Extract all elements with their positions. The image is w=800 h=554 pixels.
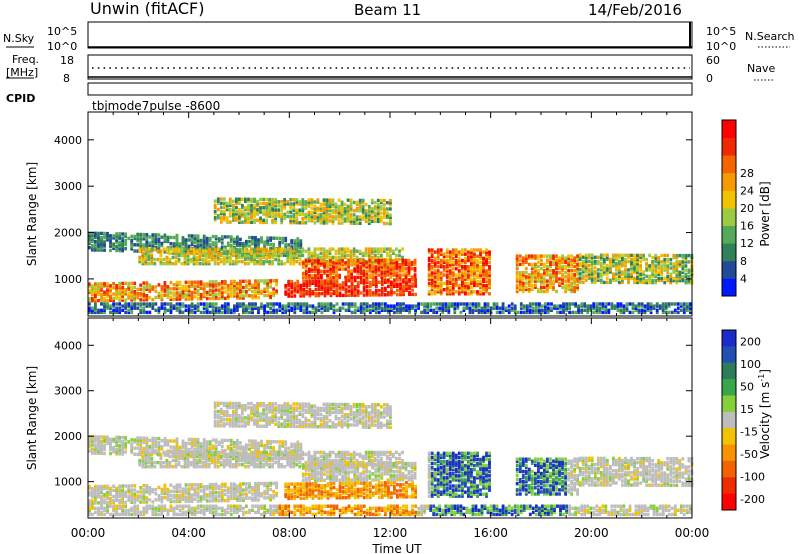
- x-axis-label: Time UT: [371, 542, 422, 554]
- colorbar-swatch: [722, 243, 736, 262]
- velocity-panel: 1000 2000 3000 4000: [54, 317, 694, 519]
- velocity-ylabel: Slant Range [km]: [25, 366, 39, 470]
- x-tick-label: 20:00: [574, 526, 609, 540]
- colorbar-swatch: [722, 155, 736, 174]
- colorbar-tick-label: -200: [740, 493, 765, 506]
- colorbar-tick-label: 12: [740, 237, 754, 250]
- y-tick-label: 3000: [54, 180, 82, 193]
- colorbar-tick-label: 20: [740, 202, 754, 215]
- colorbar-tick-label: 200: [740, 335, 761, 348]
- colorbar-swatch: [722, 346, 736, 364]
- nsearch-tick-top: 10^5: [706, 25, 736, 38]
- colorbar-tick-label: 15: [740, 403, 754, 416]
- y-tick-label: 2000: [54, 227, 82, 240]
- colorbar-swatch: [722, 395, 736, 413]
- nsearch-label: N.Search: [745, 30, 795, 43]
- x-tick-label: 04:00: [171, 526, 206, 540]
- velocity-label-sup: -1: [757, 374, 766, 382]
- colorbar-swatch: [722, 172, 736, 191]
- y-tick-label: 1000: [54, 273, 82, 286]
- colorbar-swatch: [722, 460, 736, 478]
- power-colorbar: 4 8 12 16 20 24 28: [721, 119, 754, 297]
- freq-tick-bottom: 8: [63, 72, 70, 85]
- nsearch-tick-bottom: 10^0: [706, 40, 736, 53]
- freq-label-2: [MHz]: [6, 66, 38, 79]
- cpid-text: tbjmode7pulse -8600: [92, 99, 220, 113]
- colorbar-swatch: [722, 444, 736, 462]
- power-ylabel: Slant Range [km]: [25, 162, 39, 266]
- x-tick-label: 00:00: [71, 526, 106, 540]
- colorbar-swatch: [722, 411, 736, 429]
- colorbar-swatch: [722, 137, 736, 156]
- colorbar-tick-label: 100: [740, 358, 761, 371]
- colorbar-tick-label: 28: [740, 167, 754, 180]
- beam-title: Beam 11: [354, 1, 421, 19]
- colorbar-tick-label: 8: [740, 255, 747, 268]
- colorbar-swatch: [722, 493, 736, 511]
- power-colorbar-label: Power [dB]: [758, 181, 772, 246]
- colorbar-swatch: [722, 362, 736, 380]
- y-tick-label: 2000: [54, 430, 82, 443]
- x-tick-label: 16:00: [473, 526, 508, 540]
- freq-strip: [87, 54, 693, 80]
- colorbar-swatch: [722, 225, 736, 244]
- freq-label-1: Freq.: [12, 53, 39, 66]
- heatmap-cells: [88, 401, 694, 517]
- y-tick-label: 4000: [54, 134, 82, 147]
- colorbar-tick-label: 50: [740, 380, 754, 393]
- colorbar-swatch: [722, 477, 736, 495]
- velocity-colorbar: 200 100 50 15 -15 -50 -100 -200: [721, 329, 765, 511]
- colorbar-swatch: [722, 120, 736, 138]
- y-tick-label: 3000: [54, 385, 82, 398]
- colorbar-frame: [721, 329, 737, 511]
- x-axis: 00:00 04:00 08:00 12:00 16:00 20:00 00:00: [71, 526, 710, 540]
- nsky-label: N.Sky: [3, 32, 35, 45]
- colorbar-frame: [721, 119, 737, 297]
- colorbar-tick-label: -100: [740, 470, 765, 483]
- cpid-label: CPID: [6, 92, 35, 105]
- cpid-strip: [87, 82, 693, 96]
- x-tick-label: 00:00: [675, 526, 710, 540]
- freq-tick-top: 18: [60, 54, 74, 67]
- date-title: 14/Feb/2016: [588, 1, 682, 19]
- colorbar-swatch: [722, 379, 736, 396]
- nsky-strip: [87, 21, 693, 49]
- colorbar-tick-label: 4: [740, 272, 747, 285]
- colorbar-swatch: [722, 190, 736, 209]
- station-title: Unwin (fitACF): [90, 0, 204, 18]
- nsky-tick-bottom: 10^0: [47, 40, 77, 53]
- colorbar-tick-label: 16: [740, 220, 754, 233]
- nave-tick-top: 60: [706, 54, 720, 67]
- power-panel: 1000 2000 3000 4000: [54, 111, 694, 317]
- colorbar-swatch: [722, 330, 736, 347]
- colorbar-swatch: [722, 278, 736, 297]
- colorbar-swatch: [722, 208, 736, 226]
- x-tick-label: 12:00: [373, 526, 408, 540]
- colorbar-tick-label: 24: [740, 184, 754, 197]
- velocity-colorbar-label: Velocity [m s-1]: [757, 369, 772, 459]
- y-tick-label: 1000: [54, 476, 82, 489]
- nave-label: Nave: [747, 62, 775, 75]
- nsky-tick-top: 10^5: [47, 25, 77, 38]
- velocity-label-end: ]: [758, 369, 772, 374]
- colorbar-tick-label: -50: [740, 448, 758, 461]
- colorbar-tick-label: -15: [740, 425, 758, 438]
- y-tick-label: 4000: [54, 339, 82, 352]
- x-tick-label: 08:00: [272, 526, 307, 540]
- nave-tick-bottom: 0: [706, 72, 713, 85]
- velocity-label-main: Velocity [m s: [758, 382, 772, 459]
- colorbar-swatch: [722, 260, 736, 279]
- colorbar-swatch: [722, 428, 736, 445]
- heatmap-cells: [88, 197, 694, 315]
